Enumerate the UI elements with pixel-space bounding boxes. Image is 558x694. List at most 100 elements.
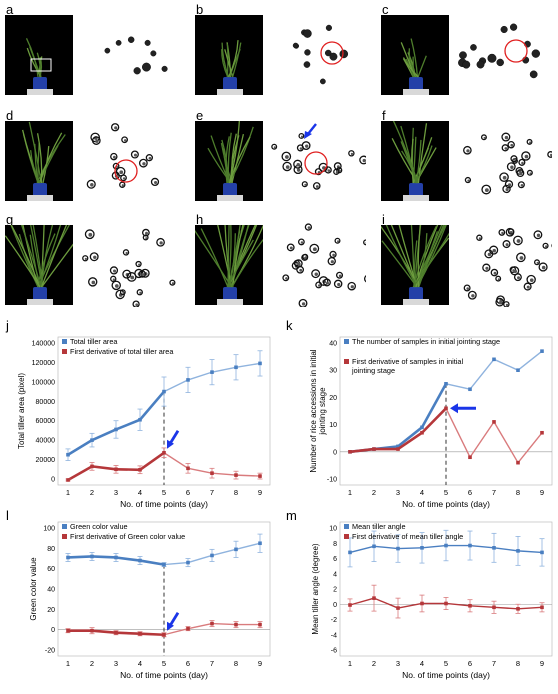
series-segment bbox=[163, 452, 189, 469]
data-point bbox=[138, 417, 142, 422]
data-point bbox=[444, 406, 448, 411]
pot-icon bbox=[33, 287, 47, 301]
data-point bbox=[210, 553, 214, 558]
panel-label-c: c bbox=[382, 2, 389, 17]
series-segment bbox=[493, 358, 519, 371]
x-tick-label: 9 bbox=[540, 659, 544, 668]
data-point bbox=[186, 466, 190, 471]
data-point bbox=[372, 447, 376, 451]
y-tick-label: 40 bbox=[47, 587, 55, 594]
data-point bbox=[348, 450, 352, 454]
y-tick-label: 30 bbox=[329, 368, 337, 375]
plant-photo-i bbox=[381, 225, 449, 305]
x-tick-label: 1 bbox=[348, 488, 352, 497]
plant-photo-b bbox=[195, 15, 263, 95]
x-tick-label: 4 bbox=[138, 488, 142, 497]
data-point bbox=[258, 361, 262, 366]
pot-icon bbox=[409, 287, 423, 301]
legend-label: First derivative of total tiller area bbox=[70, 347, 174, 356]
y-tick-label: 10 bbox=[329, 526, 337, 533]
data-point bbox=[162, 450, 166, 455]
y-tick-label: 4 bbox=[333, 571, 337, 578]
data-point bbox=[348, 450, 352, 454]
series-segment bbox=[187, 467, 213, 474]
legend-label: Mean tiller angle bbox=[352, 522, 406, 531]
x-tick-label: 9 bbox=[258, 488, 262, 497]
data-point bbox=[66, 478, 70, 482]
data-point bbox=[66, 452, 70, 457]
series-segment bbox=[211, 472, 237, 476]
highlight-circle-icon bbox=[320, 41, 344, 65]
data-point bbox=[540, 349, 544, 353]
series-segment bbox=[420, 383, 448, 428]
y-axis-label: Mean tiller angle (degree) bbox=[311, 543, 320, 634]
x-tick-label: 5 bbox=[162, 659, 166, 668]
series-segment bbox=[517, 606, 543, 610]
series-segment bbox=[235, 362, 261, 368]
x-tick-label: 6 bbox=[468, 488, 472, 497]
series-segment bbox=[349, 545, 375, 554]
plant-photo-h bbox=[195, 225, 263, 305]
series-primary bbox=[347, 529, 545, 568]
data-point bbox=[396, 546, 400, 551]
panel-label-g: g bbox=[6, 212, 14, 227]
y-axis-label-line2: jointing stage bbox=[318, 387, 327, 436]
data-point bbox=[468, 387, 472, 392]
data-point bbox=[420, 601, 424, 606]
series-segment bbox=[115, 631, 141, 636]
y-tick-label: 20000 bbox=[36, 457, 56, 464]
x-axis-label: No. of time points (day) bbox=[120, 670, 208, 680]
data-point bbox=[114, 427, 118, 432]
series-segment bbox=[397, 547, 423, 550]
data-point bbox=[90, 628, 94, 633]
y-tick-label: 8 bbox=[333, 541, 337, 548]
series-primary bbox=[65, 533, 263, 568]
data-point bbox=[420, 546, 424, 550]
x-tick-label: 6 bbox=[468, 659, 472, 668]
data-point bbox=[138, 467, 142, 472]
y-tick-label: 10 bbox=[329, 422, 337, 429]
data-point bbox=[396, 444, 400, 449]
data-point bbox=[540, 605, 544, 610]
y-tick-label: 80000 bbox=[36, 399, 56, 406]
panel-label-k: k bbox=[286, 318, 293, 333]
data-point bbox=[540, 550, 544, 555]
x-tick-label: 3 bbox=[396, 659, 400, 668]
series-segment bbox=[91, 629, 117, 635]
y-tick-label: 120000 bbox=[32, 360, 55, 367]
x-tick-label: 5 bbox=[444, 488, 448, 497]
data-point bbox=[372, 544, 376, 549]
series-segment bbox=[445, 383, 471, 390]
panel-label-i: i bbox=[382, 212, 385, 227]
tiller-cross-section-a bbox=[80, 13, 176, 97]
x-tick-label: 8 bbox=[516, 659, 520, 668]
data-point bbox=[258, 474, 262, 478]
panel-label-j: j bbox=[5, 318, 9, 333]
tiller-cross-section-h bbox=[255, 223, 373, 308]
plot-frame bbox=[339, 336, 553, 486]
series-derivative bbox=[65, 620, 263, 638]
plant-photo-a bbox=[5, 15, 73, 95]
series-segment bbox=[187, 622, 213, 630]
x-tick-label: 7 bbox=[492, 488, 496, 497]
series-segment bbox=[187, 371, 213, 381]
series-segment bbox=[139, 632, 165, 637]
legend-swatch bbox=[344, 339, 349, 344]
y-tick-label: -4 bbox=[331, 632, 337, 639]
data-point bbox=[210, 370, 214, 374]
panel-label-h: h bbox=[196, 212, 204, 227]
series-segment bbox=[115, 556, 141, 562]
blue-arrow-icon bbox=[304, 123, 317, 139]
blue-arrow-icon bbox=[450, 403, 476, 414]
data-point bbox=[186, 626, 190, 631]
data-point bbox=[468, 603, 472, 608]
series-segment bbox=[517, 350, 543, 371]
series-segment bbox=[469, 358, 495, 390]
series-segment bbox=[91, 465, 117, 471]
data-point bbox=[138, 558, 142, 563]
y-tick-label: 40 bbox=[329, 341, 337, 348]
highlight-circle-icon bbox=[504, 39, 528, 63]
pot-icon bbox=[223, 287, 237, 301]
plant-photo-e bbox=[195, 121, 263, 201]
chart-l: l -20 0 20 40 60 80 100 1 2 3 4 5 6 7 8 9 No. of time poi… bbox=[6, 508, 271, 680]
